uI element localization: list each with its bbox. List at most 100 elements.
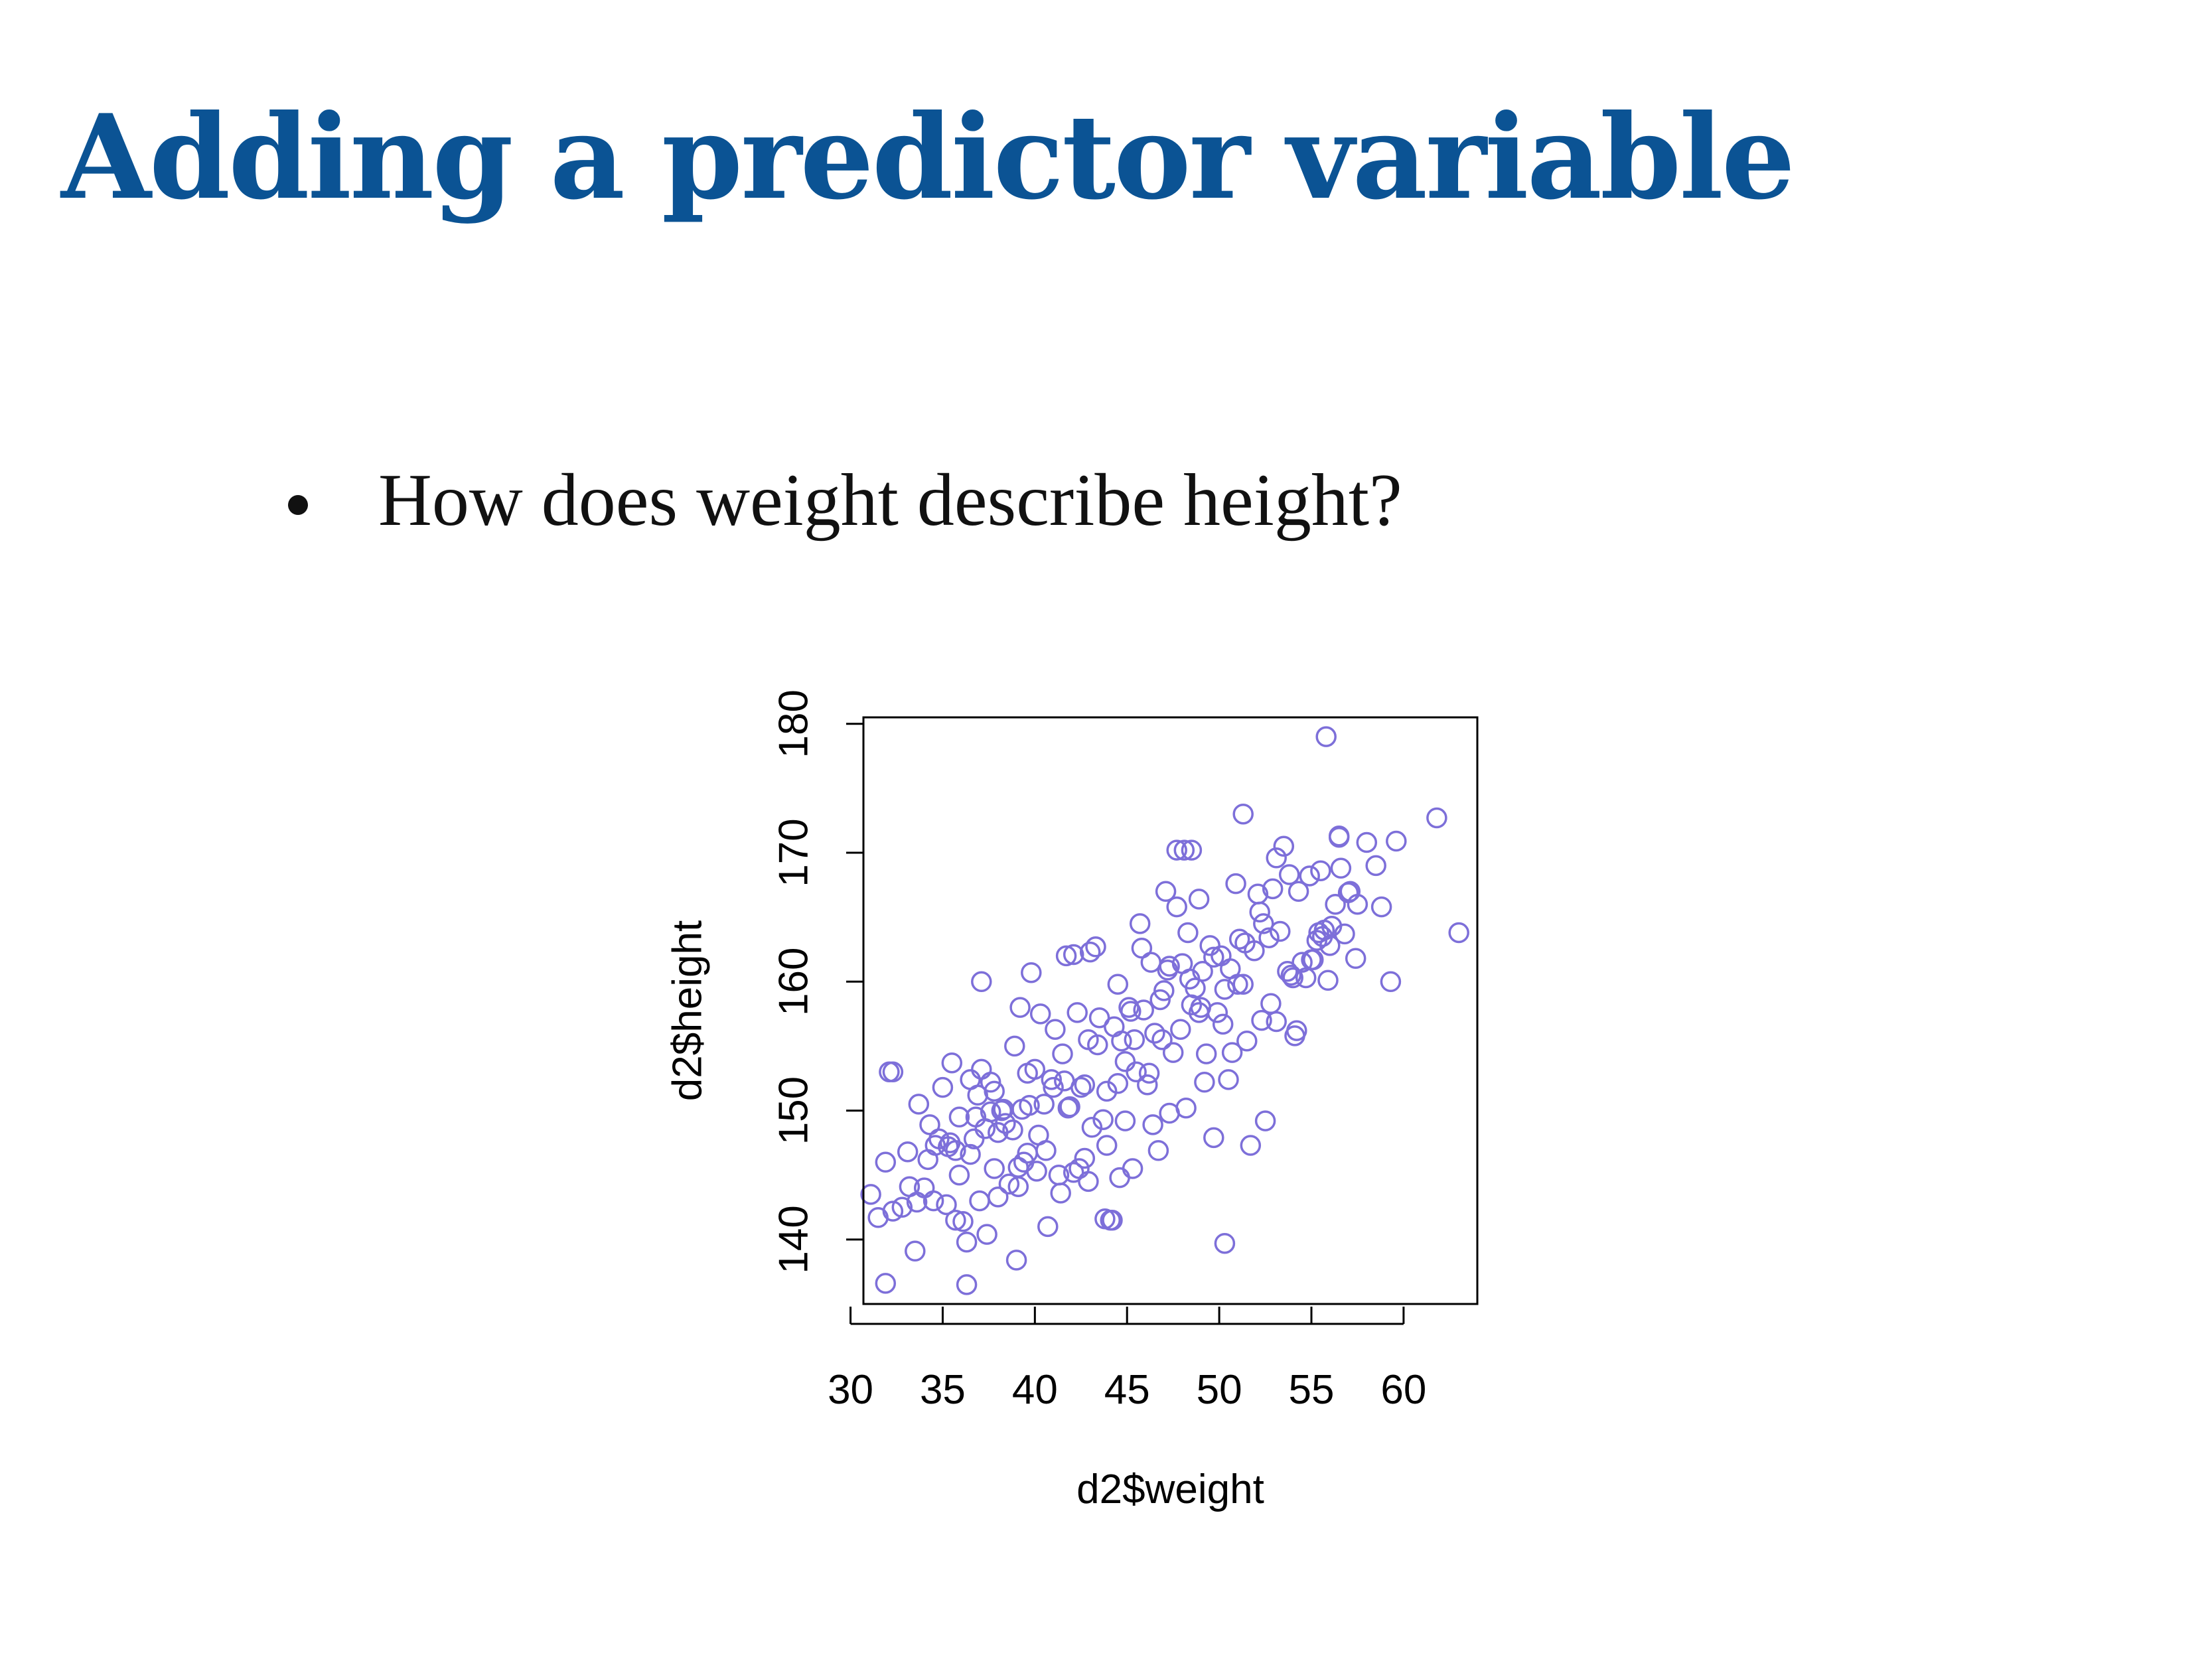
data-point: [971, 1058, 992, 1080]
data-point: [1325, 893, 1346, 915]
data-point: [1214, 979, 1236, 1000]
data-point: [1282, 967, 1303, 989]
slide-title: Adding a predictor variable: [61, 90, 1795, 226]
data-point: [1069, 1158, 1090, 1179]
data-point: [1277, 960, 1298, 982]
data-point: [1166, 896, 1187, 918]
data-point: [1212, 1013, 1234, 1035]
data-point: [948, 1164, 970, 1186]
data-point: [1258, 927, 1280, 948]
data-point: [1144, 1023, 1165, 1044]
data-point: [1203, 1127, 1224, 1149]
data-point: [941, 1052, 963, 1074]
data-point: [1195, 1043, 1217, 1064]
data-point: [1253, 913, 1274, 934]
y-tick-label: 140: [771, 1205, 816, 1273]
data-point: [1096, 1135, 1118, 1156]
data-point: [1365, 855, 1386, 877]
data-point: [939, 1132, 961, 1153]
data-point: [1050, 1183, 1071, 1204]
data-point: [1111, 1030, 1132, 1052]
data-point: [1114, 1050, 1136, 1072]
data-point: [1291, 952, 1313, 973]
data-point: [1131, 938, 1153, 959]
data-point: [1063, 1162, 1084, 1183]
data-point: [932, 1076, 954, 1098]
data-point: [1104, 1016, 1125, 1038]
data-point: [1107, 974, 1129, 995]
x-tick-label: 60: [1380, 1367, 1426, 1413]
data-point: [1122, 1158, 1143, 1179]
data-point: [1221, 1042, 1243, 1063]
data-point: [1334, 923, 1355, 945]
data-point: [1055, 945, 1077, 967]
data-point: [984, 1080, 1005, 1102]
data-point: [1081, 1117, 1103, 1138]
data-point: [1133, 999, 1154, 1021]
data-point: [1088, 1007, 1110, 1029]
data-point: [860, 1184, 881, 1205]
data-point: [1114, 1110, 1136, 1131]
data-point: [974, 1118, 996, 1139]
data-point: [1310, 860, 1331, 881]
data-point: [897, 1141, 919, 1163]
data-point: [1286, 1020, 1307, 1041]
data-point: [1057, 1097, 1079, 1119]
data-point: [1024, 1058, 1046, 1080]
data-point: [1249, 901, 1270, 923]
data-point: [1157, 960, 1179, 981]
data-point: [1170, 1019, 1191, 1040]
data-point: [984, 1158, 1005, 1179]
data-point: [1002, 1119, 1023, 1141]
x-tick-label: 40: [1012, 1367, 1058, 1413]
data-point: [1240, 1135, 1262, 1156]
data-point: [1149, 989, 1171, 1011]
data-point: [1137, 1074, 1158, 1096]
data-point: [960, 1143, 981, 1165]
data-point: [1043, 1076, 1064, 1098]
data-point: [1007, 1176, 1029, 1197]
data-point: [1021, 962, 1042, 983]
data-point: [1085, 936, 1106, 958]
data-point: [1345, 948, 1366, 970]
data-point: [1092, 1109, 1114, 1130]
data-point: [988, 1186, 1009, 1208]
data-point: [1236, 1030, 1258, 1052]
x-axis: 30 35 40 45 50 55 60: [828, 1307, 1426, 1413]
data-point: [1063, 944, 1084, 966]
data-point: [988, 1121, 1009, 1143]
data-point: [1052, 1043, 1073, 1064]
data-point: [956, 1274, 978, 1295]
data-point: [1370, 896, 1392, 918]
data-point: [1448, 922, 1469, 944]
data-point: [1028, 1124, 1049, 1146]
data-point: [1009, 997, 1031, 1018]
data-point: [1299, 865, 1320, 887]
y-tick-label: 180: [771, 689, 816, 758]
data-point: [1380, 971, 1402, 993]
data-point: [1067, 1002, 1088, 1023]
data-point: [917, 1149, 938, 1171]
x-tick-label: 55: [1289, 1367, 1335, 1413]
data-point: [882, 1061, 904, 1083]
data-point: [1175, 1097, 1197, 1119]
data-point: [1173, 839, 1195, 861]
data-point: [971, 971, 992, 993]
y-tick-label: 170: [771, 818, 816, 887]
data-point: [1280, 964, 1302, 986]
data-point: [1041, 1069, 1063, 1090]
data-point: [1166, 839, 1187, 861]
data-point: [891, 1196, 913, 1218]
data-point: [1120, 1001, 1142, 1022]
data-point: [1203, 946, 1224, 968]
data-point: [1232, 974, 1254, 995]
data-point: [1177, 922, 1199, 944]
data-point: [919, 1114, 940, 1135]
data-point: [1096, 1080, 1118, 1102]
data-point: [1251, 1009, 1272, 1031]
data-point: [1179, 968, 1201, 990]
y-tick-label: 160: [771, 948, 816, 1016]
data-point: [1273, 835, 1295, 857]
data-point: [969, 1190, 990, 1212]
data-point: [1153, 980, 1175, 1001]
